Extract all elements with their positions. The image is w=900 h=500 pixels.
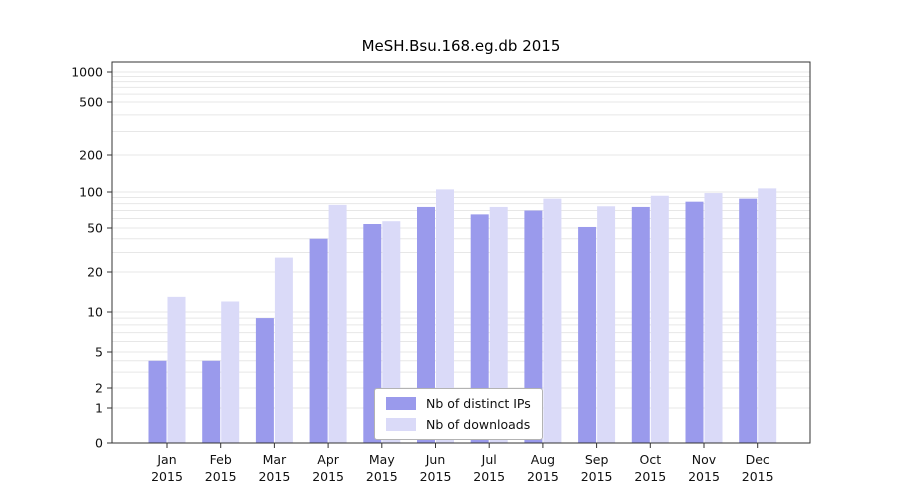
y-tick-label: 2 — [95, 381, 103, 396]
x-tick-label-year: 2015 — [527, 469, 559, 484]
bar-downloads — [489, 206, 508, 443]
y-tick-label: 5 — [95, 345, 103, 360]
legend: Nb of distinct IPs Nb of downloads — [374, 388, 543, 440]
chart-title: MeSH.Bsu.168.eg.db 2015 — [361, 37, 561, 55]
bar-downloads — [328, 204, 347, 443]
x-tick-label-year: 2015 — [205, 469, 237, 484]
x-tick-label-month: Jun — [425, 452, 446, 467]
y-tick-label: 20 — [87, 265, 103, 280]
x-tick-label-year: 2015 — [366, 469, 398, 484]
x-tick-label-month: May — [369, 452, 395, 467]
bar-distinct-ips — [524, 210, 543, 443]
tick-labels: 0 1 2 5 10 20 50 100 200 500 1000 Jan 2015 Feb 2015 Mar… — [71, 65, 773, 485]
x-tick-label-year: 2015 — [473, 469, 505, 484]
bar-distinct-ips — [309, 238, 328, 443]
bar-downloads — [758, 188, 777, 443]
bar-downloads — [704, 193, 723, 443]
bar-distinct-ips — [470, 214, 489, 443]
y-tick-label: 200 — [79, 148, 103, 163]
legend-entry: Nb of distinct IPs — [386, 396, 531, 411]
bar-downloads — [221, 301, 240, 443]
y-tick-label: 10 — [87, 305, 103, 320]
x-tick-label-month: Jan — [156, 452, 176, 467]
x-tick-label-year: 2015 — [420, 469, 452, 484]
y-tick-label: 1 — [95, 401, 103, 416]
x-tick-label-year: 2015 — [258, 469, 290, 484]
x-tick-label-year: 2015 — [312, 469, 344, 484]
legend-label-downloads: Nb of downloads — [426, 417, 531, 432]
bar-distinct-ips — [417, 206, 435, 443]
bars — [148, 188, 777, 443]
y-tick-label: 500 — [79, 95, 103, 110]
x-tick-label-month: Mar — [263, 452, 287, 467]
bar-distinct-ips — [148, 360, 167, 443]
x-tick-label-month: Jul — [481, 452, 497, 467]
x-tick-label-year: 2015 — [688, 469, 720, 484]
y-tick-label: 0 — [95, 436, 103, 451]
x-tick-label-year: 2015 — [634, 469, 666, 484]
x-tick-label-month: Feb — [210, 452, 232, 467]
x-tick-label-month: Sep — [585, 452, 609, 467]
x-tick-label-year: 2015 — [151, 469, 183, 484]
plot-border — [111, 61, 811, 444]
x-tick-label-month: Nov — [692, 452, 717, 467]
bar-distinct-ips — [631, 206, 650, 443]
bar-downloads — [436, 189, 454, 443]
x-tick-label-month: Dec — [746, 452, 770, 467]
bar-downloads — [274, 257, 293, 443]
legend-swatch-distinct-ips — [386, 397, 416, 410]
bar-distinct-ips — [202, 360, 221, 443]
x-tick-label-month: Apr — [317, 452, 339, 467]
bar-distinct-ips — [578, 226, 597, 443]
x-tick-label-month: Oct — [639, 452, 661, 467]
y-tick-label: 100 — [79, 185, 103, 200]
legend-swatch-downloads — [386, 418, 416, 431]
bar-downloads — [597, 206, 616, 443]
x-tick-label-month: Aug — [531, 452, 555, 467]
bar-downloads — [543, 198, 562, 443]
y-tick-label: 1000 — [71, 65, 103, 80]
axes — [107, 61, 811, 448]
x-tick-label-year: 2015 — [581, 469, 613, 484]
bar-downloads — [382, 221, 401, 443]
legend-label-distinct-ips: Nb of distinct IPs — [426, 396, 531, 411]
bar-downloads — [167, 296, 186, 443]
legend-entry: Nb of downloads — [386, 417, 531, 432]
bar-downloads — [650, 195, 669, 443]
bar-distinct-ips — [255, 318, 274, 443]
bar-distinct-ips — [739, 198, 758, 443]
y-tick-label: 50 — [87, 221, 103, 236]
bar-distinct-ips — [685, 201, 704, 443]
x-tick-label-year: 2015 — [742, 469, 774, 484]
